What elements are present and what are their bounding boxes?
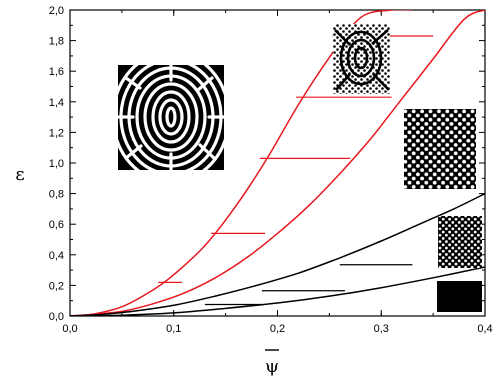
- y-tick-label: 0,8: [49, 189, 64, 201]
- y-tick-label: 0,6: [49, 219, 64, 231]
- y-tick-label: 2,0: [49, 5, 64, 17]
- y-tick-label: 1,0: [49, 158, 64, 170]
- x-tick-label: 0,1: [166, 323, 181, 335]
- series-line-3: [70, 266, 485, 316]
- x-tick-label: 0,0: [62, 323, 77, 335]
- y-tick-label: 1,8: [49, 36, 64, 48]
- y-tick-label: 0,2: [49, 280, 64, 292]
- series-line-0: [70, 10, 413, 316]
- uniform-black-inset: [437, 281, 482, 312]
- labyrinth-pattern-inset: [118, 65, 224, 170]
- y-tick-label: 1,2: [49, 127, 64, 139]
- y-tick-label: 1,4: [49, 97, 64, 109]
- y-axis-label: ε: [15, 164, 24, 185]
- x-axis-label: ψ: [265, 356, 279, 377]
- phase-curves: [70, 10, 485, 316]
- x-tick-label: 0,4: [477, 323, 492, 335]
- x-tick-label: 0,2: [270, 323, 285, 335]
- series-line-1: [70, 10, 485, 316]
- sparse-hexagonal-inset: [438, 216, 482, 268]
- y-tick-label: 1,6: [49, 66, 64, 78]
- hexagonal-pattern-inset: [404, 109, 476, 189]
- x-tick-label: 0,3: [374, 323, 389, 335]
- mixed-stripe-hex-inset: [333, 24, 390, 94]
- series-line-2: [70, 192, 485, 316]
- axis-tick-labels: 0,0 0,1 0,2 0,3 0,4 0,0 0,2 0,4 0,6 0,8 1,0 1,2 1,4 1…: [49, 5, 493, 335]
- y-tick-label: 0,4: [49, 250, 64, 262]
- y-tick-label: 0,0: [49, 311, 64, 323]
